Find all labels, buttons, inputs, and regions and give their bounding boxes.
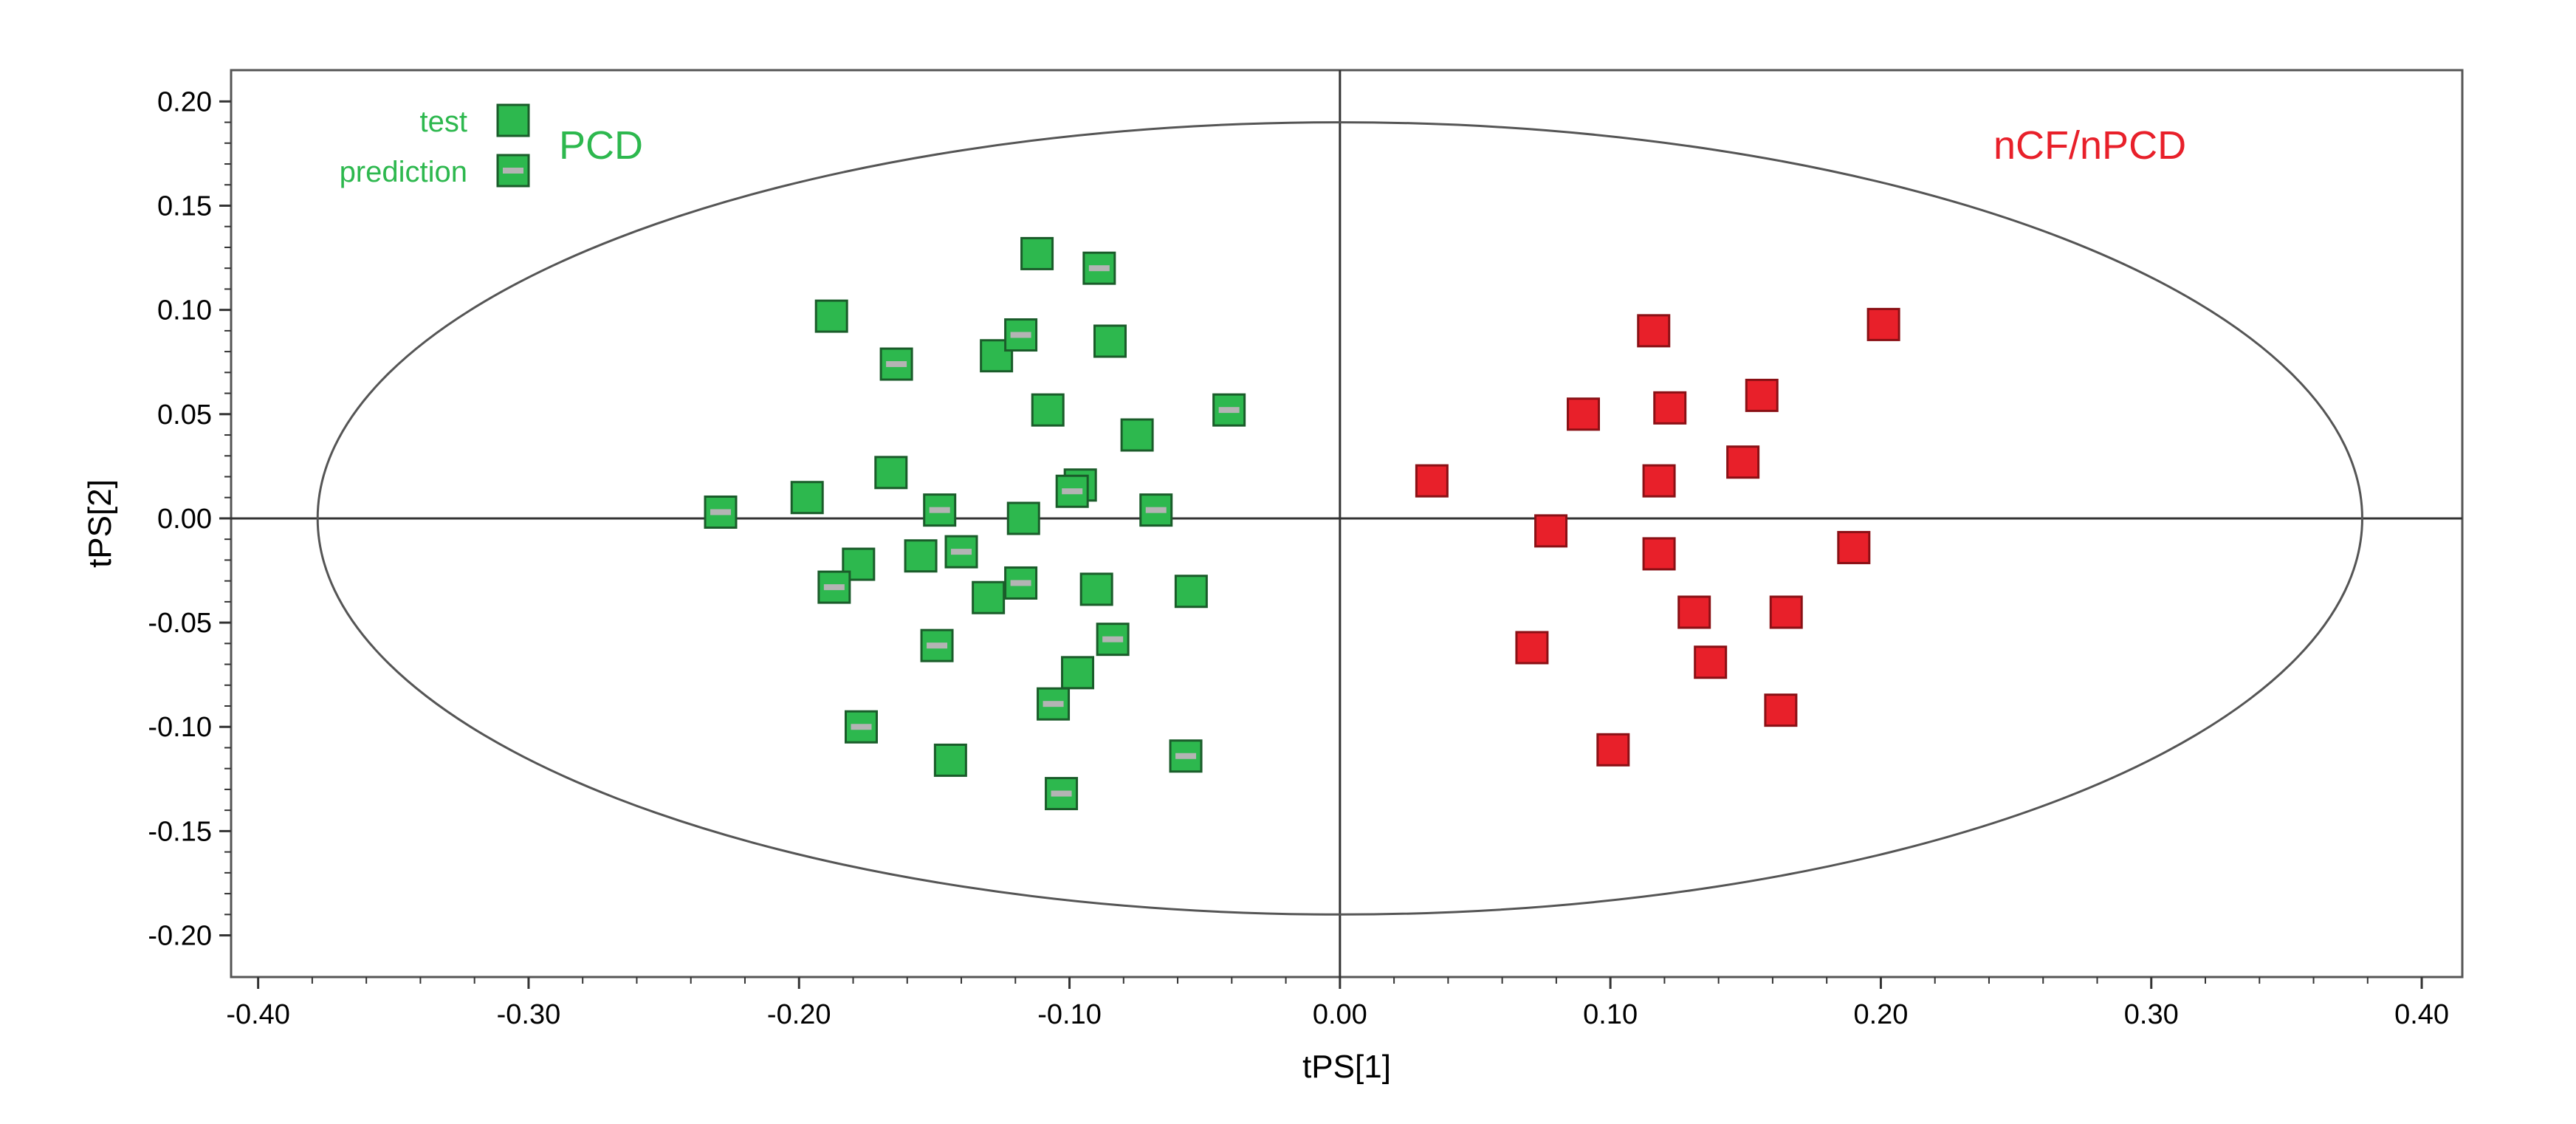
x-tick-label: 0.10 [1583, 999, 1638, 1030]
pcd-test-point [1174, 575, 1208, 609]
prediction-bar-mark [851, 724, 872, 730]
ncf-point [1642, 464, 1676, 498]
ncf-point [1837, 530, 1871, 564]
y-tick-label: 0.05 [157, 400, 212, 431]
prediction-bar-mark [951, 549, 972, 555]
prediction-bar-mark [929, 507, 950, 513]
pcd-test-point [790, 481, 824, 515]
ncf-point [1694, 645, 1728, 679]
prediction-bar-mark [1102, 636, 1124, 642]
pcd-test-point [814, 299, 848, 333]
legend-label-test: test [420, 106, 467, 138]
ellipse-layer [316, 121, 2363, 916]
y-tick-label: 0.20 [157, 86, 212, 117]
pcd-test-point [1120, 418, 1154, 452]
ncf-point [1415, 464, 1449, 498]
pcd-test-point [1093, 324, 1127, 358]
prediction-bar-mark [1062, 488, 1083, 495]
prediction-bar-mark [927, 642, 948, 649]
prediction-bar-mark [1145, 507, 1167, 513]
prediction-bar-mark [886, 361, 907, 368]
legend-marker-test [496, 103, 530, 137]
ncf-point [1567, 397, 1601, 431]
ncf-point [1534, 514, 1568, 548]
ncf-point [1764, 693, 1798, 727]
y-tick-label: -0.10 [148, 712, 212, 743]
y-tick-label: 0.10 [157, 295, 212, 326]
prediction-bar-mark [1051, 790, 1072, 797]
prediction-bar-mark [1010, 580, 1031, 586]
pcd-test-point [972, 580, 1006, 614]
ncf-point [1866, 307, 1900, 341]
x-tick-label: 0.00 [1313, 999, 1367, 1030]
group-label-ncf-npcd: nCF/nPCD [1993, 123, 2186, 168]
ncf-point [1726, 445, 1760, 479]
pcd-test-point [1031, 393, 1065, 427]
ncf-point [1637, 314, 1671, 348]
y-tick-label: -0.20 [148, 921, 212, 952]
prediction-bar-mark [1218, 407, 1240, 414]
ncf-point [1769, 595, 1803, 629]
y-tick-label: -0.15 [148, 816, 212, 847]
legend-marker-prediction-bar [503, 168, 523, 174]
prediction-bar-mark [710, 509, 732, 515]
ncf-point [1515, 631, 1549, 665]
pcd-test-point [1006, 501, 1040, 535]
pcd-test-point [1020, 236, 1054, 270]
pcd-test-point [904, 539, 938, 573]
prediction-bar-mark [823, 584, 845, 591]
points-layer [704, 236, 1900, 811]
x-tick-label: -0.20 [767, 999, 831, 1030]
ncf-point [1642, 537, 1676, 571]
ncf-point [1596, 733, 1630, 767]
y-tick-label: -0.05 [148, 608, 212, 639]
y-tick-label: 0.00 [157, 504, 212, 535]
legend-group-pcd: PCD [559, 123, 643, 168]
ncf-point [1677, 595, 1711, 629]
x-axis-title: tPS[1] [1302, 1049, 1391, 1085]
prediction-bar-mark [1043, 701, 1064, 707]
x-tick-label: 0.40 [2394, 999, 2449, 1030]
pcd-test-point [874, 456, 908, 490]
hotelling-ellipse [316, 121, 2363, 916]
x-tick-label: 0.30 [2124, 999, 2179, 1030]
pcd-test-point [1079, 572, 1113, 606]
prediction-bar-mark [1010, 332, 1031, 338]
pcd-test-point [933, 743, 967, 777]
legend: test prediction PCD [340, 103, 643, 188]
plot-frame [230, 69, 2464, 979]
ncf-point [1653, 391, 1687, 425]
x-tick-label: -0.30 [497, 999, 561, 1030]
prediction-bar-mark [1175, 753, 1197, 759]
pcd-test-point [1061, 656, 1095, 690]
legend-label-prediction: prediction [340, 156, 467, 188]
y-tick-label: 0.15 [157, 191, 212, 222]
prediction-bar-mark [1088, 265, 1110, 272]
axes-layer: -0.40 -0.30 -0.20 -0.10 0.00 0.10 0.20 0.30 0.40… [148, 70, 2462, 1030]
y-axis-title: tPS[2] [82, 479, 118, 568]
x-tick-label: -0.10 [1037, 999, 1102, 1030]
ncf-point [1745, 378, 1779, 412]
x-tick-label: -0.40 [226, 999, 290, 1030]
x-tick-label: 0.20 [1853, 999, 1908, 1030]
